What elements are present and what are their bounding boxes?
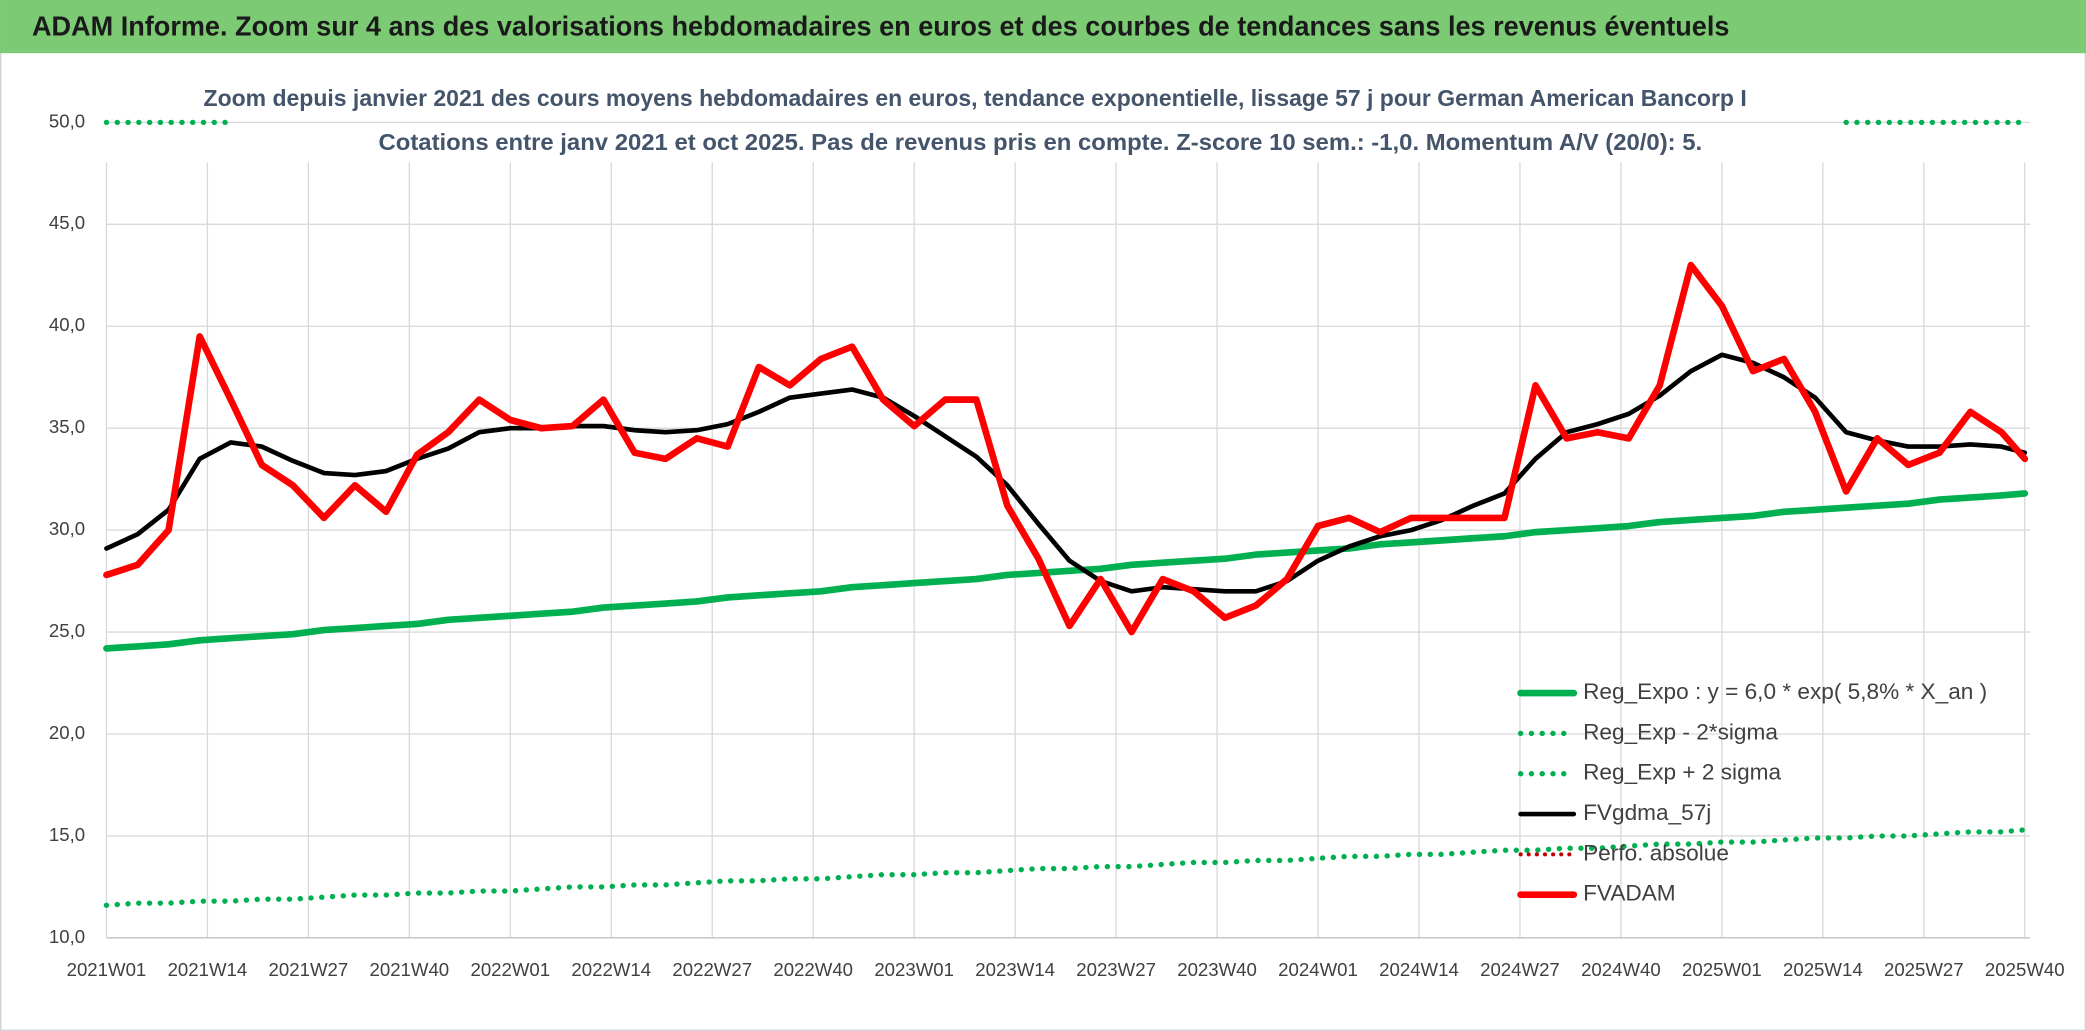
x-tick-label: 2021W01 bbox=[67, 959, 147, 980]
x-tick-label: 2025W14 bbox=[1783, 959, 1863, 980]
grid bbox=[105, 121, 2031, 939]
header-bar bbox=[0, 0, 2086, 54]
x-tick-label: 2022W01 bbox=[470, 959, 550, 980]
legend: Reg_Expo : y = 6,0 * exp( 5,8% * X_an ) R… bbox=[1517, 679, 1987, 906]
series-line bbox=[103, 827, 2028, 908]
series-line bbox=[103, 261, 2029, 636]
plot-lines bbox=[103, 119, 2029, 908]
y-tick-label: 40,0 bbox=[49, 314, 85, 335]
x-tick-label: 2021W27 bbox=[269, 959, 349, 980]
x-tick-label: 2023W01 bbox=[874, 959, 954, 980]
x-tick-label: 2022W27 bbox=[672, 959, 752, 980]
x-tick-label: 2021W14 bbox=[168, 959, 248, 980]
x-tick-label: 2024W14 bbox=[1379, 959, 1459, 980]
x-tick-label: 2022W14 bbox=[571, 959, 651, 980]
x-tick-label: 2024W40 bbox=[1581, 959, 1661, 980]
y-tick-label: 35,0 bbox=[49, 416, 85, 437]
series-line bbox=[103, 490, 2029, 652]
x-tick-label: 2023W14 bbox=[975, 959, 1055, 980]
legend-label: FVgdma_57j bbox=[1583, 800, 1711, 825]
y-tick-label: 45,0 bbox=[49, 212, 85, 233]
x-tick-label: 2024W01 bbox=[1278, 959, 1358, 980]
legend-label: Reg_Exp - 2*sigma bbox=[1583, 719, 1778, 744]
y-tick-label: 50,0 bbox=[49, 110, 85, 131]
series-line bbox=[104, 352, 2028, 594]
x-tick-label: 2021W40 bbox=[370, 959, 450, 980]
y-tick-label: 10,0 bbox=[49, 926, 85, 947]
tick-labels: 10,0 15,0 20,0 25,0 30,0 35,0 40,0 45,0 50,0 2021… bbox=[49, 110, 2065, 980]
legend-label: Reg_Expo : y = 6,0 * exp( 5,8% * X_an ) bbox=[1583, 679, 1987, 704]
x-tick-label: 2024W27 bbox=[1480, 959, 1560, 980]
y-tick-label: 30,0 bbox=[49, 518, 85, 539]
x-tick-label: 2025W40 bbox=[1985, 959, 2065, 980]
x-tick-label: 2022W40 bbox=[773, 959, 853, 980]
x-tick-label: 2023W40 bbox=[1177, 959, 1257, 980]
x-tick-label: 2023W27 bbox=[1076, 959, 1156, 980]
y-tick-label: 15,0 bbox=[49, 824, 85, 845]
y-tick-label: 20,0 bbox=[49, 722, 85, 743]
legend-label: Reg_Exp + 2 sigma bbox=[1583, 760, 1781, 785]
x-tick-label: 2025W27 bbox=[1884, 959, 1964, 980]
x-tick-label: 2025W01 bbox=[1682, 959, 1762, 980]
legend-label: FVADAM bbox=[1583, 881, 1676, 906]
y-tick-label: 25,0 bbox=[49, 620, 85, 641]
chart-title: Zoom depuis janvier 2021 des cours moyen… bbox=[204, 85, 1747, 111]
chart-subtitle: Cotations entre janv 2021 et oct 2025. P… bbox=[379, 129, 1703, 155]
header-title: ADAM Informe. Zoom sur 4 ans des valoris… bbox=[32, 10, 1729, 41]
legend-label: Perfo. absolue bbox=[1583, 840, 1729, 865]
